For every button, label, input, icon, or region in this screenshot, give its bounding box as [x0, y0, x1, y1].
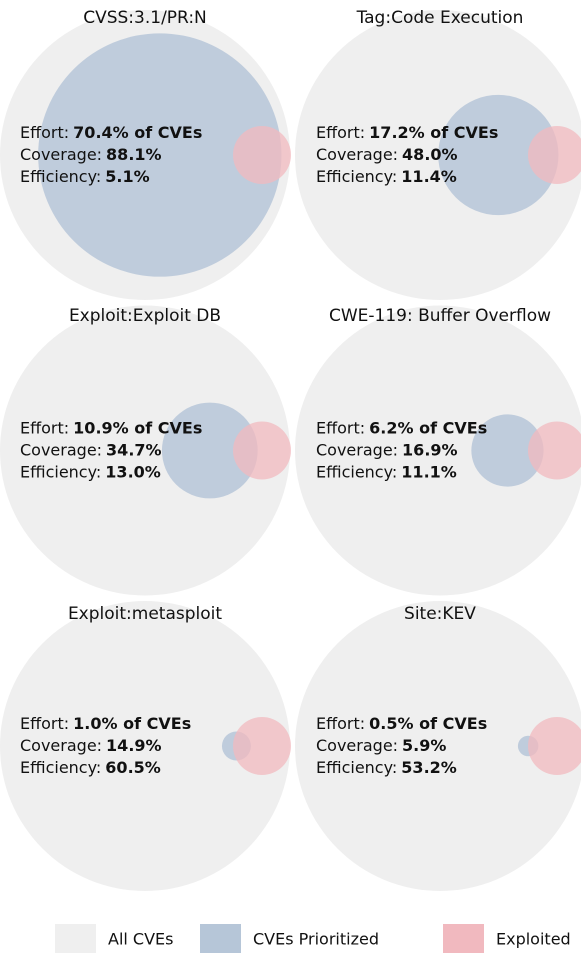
metric-name: Effort:	[20, 418, 69, 437]
metric-line: Efficiency: 5.1%	[20, 167, 150, 186]
metric-line: Effort: 10.9% of CVEs	[20, 418, 202, 437]
metric-name: Coverage:	[316, 736, 398, 755]
metric-name: Effort:	[316, 123, 365, 142]
metric-name: Coverage:	[20, 440, 102, 459]
metric-line: Coverage: 48.0%	[316, 145, 458, 164]
all-cves-circle	[0, 601, 290, 891]
prioritized-circle	[471, 414, 544, 487]
metric-name: Effort:	[316, 714, 365, 733]
metric-value: 6.2% of CVEs	[369, 418, 487, 437]
metric-value: 5.9%	[402, 736, 446, 755]
panel-title: Exploit:metasploit	[68, 604, 222, 624]
metric-name: Efficiency:	[20, 462, 101, 481]
metric-value: 5.1%	[105, 167, 149, 186]
metric-name: Coverage:	[316, 145, 398, 164]
metric-line: Effort: 0.5% of CVEs	[316, 714, 487, 733]
metric-name: Effort:	[20, 123, 69, 142]
legend-swatch	[443, 924, 484, 953]
metric-value: 0.5% of CVEs	[369, 714, 487, 733]
metric-value: 11.1%	[401, 462, 457, 481]
panel-title: Exploit:Exploit DB	[69, 306, 221, 326]
metric-value: 34.7%	[106, 440, 162, 459]
metric-name: Efficiency:	[316, 462, 397, 481]
prioritized-circle	[438, 94, 559, 216]
metric-line: Efficiency: 60.5%	[20, 758, 161, 777]
metric-line: Effort: 17.2% of CVEs	[316, 123, 498, 142]
legend-swatch	[55, 924, 96, 953]
all-cves-circle	[295, 10, 581, 300]
panel-title: CWE-119: Buffer Overflow	[329, 306, 551, 326]
metric-name: Efficiency:	[316, 167, 397, 186]
metric-line: Coverage: 5.9%	[316, 736, 446, 755]
metric-value: 60.5%	[105, 758, 161, 777]
metric-name: Effort:	[316, 418, 365, 437]
metric-value: 14.9%	[106, 736, 162, 755]
metric-line: Coverage: 14.9%	[20, 736, 162, 755]
metric-name: Effort:	[20, 714, 69, 733]
exploited-circle	[528, 421, 581, 480]
metric-name: Efficiency:	[316, 758, 397, 777]
metric-line: Efficiency: 11.4%	[316, 167, 457, 186]
legend-label: CVEs Prioritized	[253, 930, 379, 949]
metric-name: Efficiency:	[20, 167, 101, 186]
metric-line: Effort: 70.4% of CVEs	[20, 123, 202, 142]
exploited-circle	[233, 126, 291, 184]
metric-line: Efficiency: 11.1%	[316, 462, 457, 481]
metric-name: Efficiency:	[20, 758, 101, 777]
exploited-circle	[528, 717, 581, 775]
metric-name: Coverage:	[316, 440, 398, 459]
exploited-circle	[233, 421, 291, 480]
metric-line: Efficiency: 53.2%	[316, 758, 457, 777]
panel-title: Tag:Code Execution	[356, 8, 524, 28]
metric-value: 13.0%	[105, 462, 161, 481]
all-cves-circle	[295, 601, 581, 891]
panel-title: Site:KEV	[404, 604, 476, 624]
metric-value: 48.0%	[402, 145, 458, 164]
metric-line: Effort: 1.0% of CVEs	[20, 714, 191, 733]
panel-title: CVSS:3.1/PR:N	[83, 8, 207, 28]
metric-value: 17.2% of CVEs	[369, 123, 498, 142]
metric-line: Efficiency: 13.0%	[20, 462, 161, 481]
legend-swatch	[200, 924, 241, 953]
metric-value: 70.4% of CVEs	[73, 123, 202, 142]
metric-line: Coverage: 16.9%	[316, 440, 458, 459]
all-cves-circle	[0, 305, 290, 596]
prioritized-circle	[161, 402, 258, 499]
exploited-circle	[528, 126, 581, 184]
metric-value: 10.9% of CVEs	[73, 418, 202, 437]
metric-value: 53.2%	[401, 758, 457, 777]
metric-value: 88.1%	[106, 145, 162, 164]
metric-name: Coverage:	[20, 145, 102, 164]
exploited-circle	[233, 717, 291, 775]
metric-line: Effort: 6.2% of CVEs	[316, 418, 487, 437]
metric-line: Coverage: 34.7%	[20, 440, 162, 459]
legend-label: All CVEs	[108, 930, 173, 949]
all-cves-circle	[295, 305, 581, 596]
metric-value: 11.4%	[401, 167, 457, 186]
metric-value: 16.9%	[402, 440, 458, 459]
metric-name: Coverage:	[20, 736, 102, 755]
legend-label: Exploited	[496, 930, 571, 949]
metric-value: 1.0% of CVEs	[73, 714, 191, 733]
metric-line: Coverage: 88.1%	[20, 145, 162, 164]
prioritized-circle	[38, 33, 282, 277]
